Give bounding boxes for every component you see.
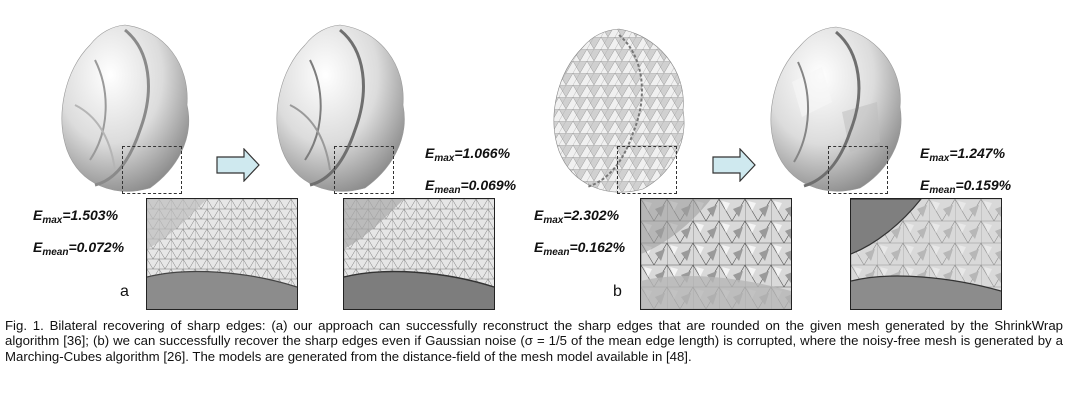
metric-a-result: Emax=1.066% Emean=0.069% [425, 145, 517, 196]
right-arrow-icon [216, 148, 260, 182]
metric-a-input: Emax=1.503% Emean=0.072% [33, 207, 125, 258]
zoom-region-b-result [828, 146, 888, 194]
shell-model-a-input [55, 20, 195, 195]
zoom-region-a-input [122, 146, 182, 194]
right-arrow-icon [712, 148, 756, 182]
panel-label-a: a [120, 283, 129, 300]
metric-b-result: Emax=1.247% Emean=0.159% [920, 145, 1012, 196]
zoom-inset-a-input [146, 198, 298, 310]
metric-b-input: Emax=2.302% Emean=0.162% [534, 207, 626, 258]
zoom-region-b-input [617, 146, 677, 194]
zoom-region-a-result [334, 146, 394, 194]
shell-model-b-result [762, 22, 910, 197]
shell-model-a-result [268, 20, 413, 195]
zoom-inset-b-result [850, 198, 1002, 310]
zoom-inset-a-result [343, 198, 495, 310]
shell-model-b-input [545, 25, 693, 195]
zoom-inset-b-input [640, 198, 792, 310]
panel-label-b: b [613, 283, 622, 300]
figure-caption: Fig. 1. Bilateral recovering of sharp ed… [5, 318, 1063, 364]
